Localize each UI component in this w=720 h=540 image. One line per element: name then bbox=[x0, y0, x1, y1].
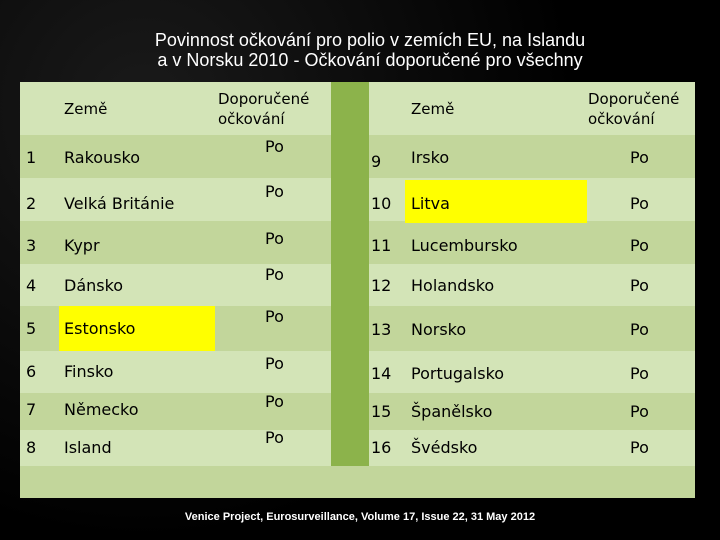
header-country-right: Země bbox=[411, 100, 455, 118]
row-value: Po bbox=[265, 428, 284, 447]
row-country: Dánsko bbox=[64, 276, 124, 295]
row-value: Po bbox=[265, 265, 284, 284]
row-band bbox=[20, 466, 695, 498]
row-country: Švédsko bbox=[411, 438, 478, 457]
row-number: 13 bbox=[371, 320, 392, 339]
row-value: Po bbox=[265, 354, 284, 373]
row-country: Irsko bbox=[411, 148, 450, 167]
row-number: 15 bbox=[371, 402, 392, 421]
row-number: 1 bbox=[26, 148, 37, 167]
highlight-litva bbox=[405, 180, 587, 223]
row-value: Po bbox=[630, 276, 649, 295]
row-country: Island bbox=[64, 438, 112, 457]
row-country: Rakousko bbox=[64, 148, 141, 167]
row-number: 2 bbox=[26, 194, 37, 213]
header-country-left: Země bbox=[64, 100, 108, 118]
header-recommended-left-2: očkování bbox=[218, 110, 285, 128]
title-line-1: Povinnost očkování pro polio v zemích EU… bbox=[154, 30, 586, 50]
header-recommended-right-2: očkování bbox=[588, 110, 655, 128]
row-number: 10 bbox=[371, 194, 392, 213]
row-value: Po bbox=[630, 194, 649, 213]
row-value: Po bbox=[630, 438, 649, 457]
row-value: Po bbox=[630, 148, 649, 167]
header-recommended-left-1: Doporučené bbox=[218, 90, 310, 108]
row-country: Velká Británie bbox=[64, 194, 175, 213]
row-country: Estonsko bbox=[64, 319, 136, 338]
row-country: Litva bbox=[411, 194, 450, 213]
row-value: Po bbox=[630, 364, 649, 383]
row-number: 5 bbox=[26, 319, 37, 338]
row-country: Holandsko bbox=[411, 276, 495, 295]
row-country: Lucembursko bbox=[411, 236, 518, 255]
row-value: Po bbox=[630, 402, 649, 421]
title-line-2: a v Norsku 2010 - Očkování doporučené pr… bbox=[157, 50, 583, 70]
row-value: Po bbox=[630, 236, 649, 255]
row-country: Kypr bbox=[64, 236, 100, 255]
row-country: Španělsko bbox=[411, 402, 493, 421]
highlight-estonsko bbox=[59, 306, 215, 351]
slide-title: Povinnost očkování pro polio v zemích EU… bbox=[0, 30, 720, 70]
row-number: 6 bbox=[26, 362, 37, 381]
row-number: 3 bbox=[26, 236, 37, 255]
row-number: 7 bbox=[26, 400, 37, 419]
row-number: 12 bbox=[371, 276, 392, 295]
row-value: Po bbox=[265, 137, 284, 156]
row-value: Po bbox=[265, 307, 284, 326]
row-number: 8 bbox=[26, 438, 37, 457]
row-value: Po bbox=[265, 392, 284, 411]
row-number: 4 bbox=[26, 276, 37, 295]
row-number: 16 bbox=[371, 438, 392, 457]
row-number: 9 bbox=[371, 152, 382, 171]
row-country: Finsko bbox=[64, 362, 114, 381]
row-country: Německo bbox=[64, 400, 139, 419]
row-number: 14 bbox=[371, 364, 392, 383]
column-divider bbox=[331, 82, 369, 466]
row-value: Po bbox=[265, 182, 284, 201]
row-country: Portugalsko bbox=[411, 364, 505, 383]
row-value: Po bbox=[265, 229, 284, 248]
row-country: Norsko bbox=[411, 320, 467, 339]
row-number: 11 bbox=[371, 236, 392, 255]
header-recommended-right-1: Doporučené bbox=[588, 90, 680, 108]
source-citation: Venice Project, Eurosurveillance, Volume… bbox=[184, 511, 536, 523]
row-value: Po bbox=[630, 320, 649, 339]
